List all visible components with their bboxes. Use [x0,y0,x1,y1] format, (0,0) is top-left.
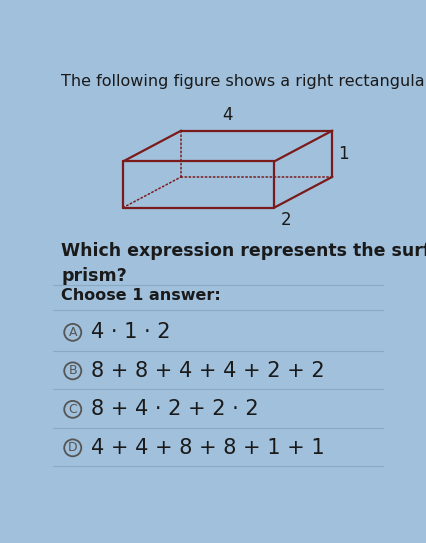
Text: Which expression represents the surface area of the
prism?: Which expression represents the surface … [61,242,426,285]
Text: 2: 2 [280,211,291,230]
Text: D: D [68,441,78,454]
Text: 8 + 8 + 4 + 4 + 2 + 2: 8 + 8 + 4 + 4 + 2 + 2 [90,361,323,381]
Text: 4 · 1 · 2: 4 · 1 · 2 [90,323,170,342]
Text: 4 + 4 + 8 + 8 + 1 + 1: 4 + 4 + 8 + 8 + 1 + 1 [90,438,323,458]
Text: 1: 1 [337,145,348,163]
Text: B: B [68,364,77,377]
Text: 4: 4 [222,106,232,124]
Text: 8 + 4 · 2 + 2 · 2: 8 + 4 · 2 + 2 · 2 [90,399,258,419]
Text: Choose 1 answer:: Choose 1 answer: [61,288,220,304]
Text: C: C [68,403,77,416]
Text: The following figure shows a right rectangular prism.: The following figure shows a right recta… [61,74,426,90]
Text: A: A [68,326,77,339]
